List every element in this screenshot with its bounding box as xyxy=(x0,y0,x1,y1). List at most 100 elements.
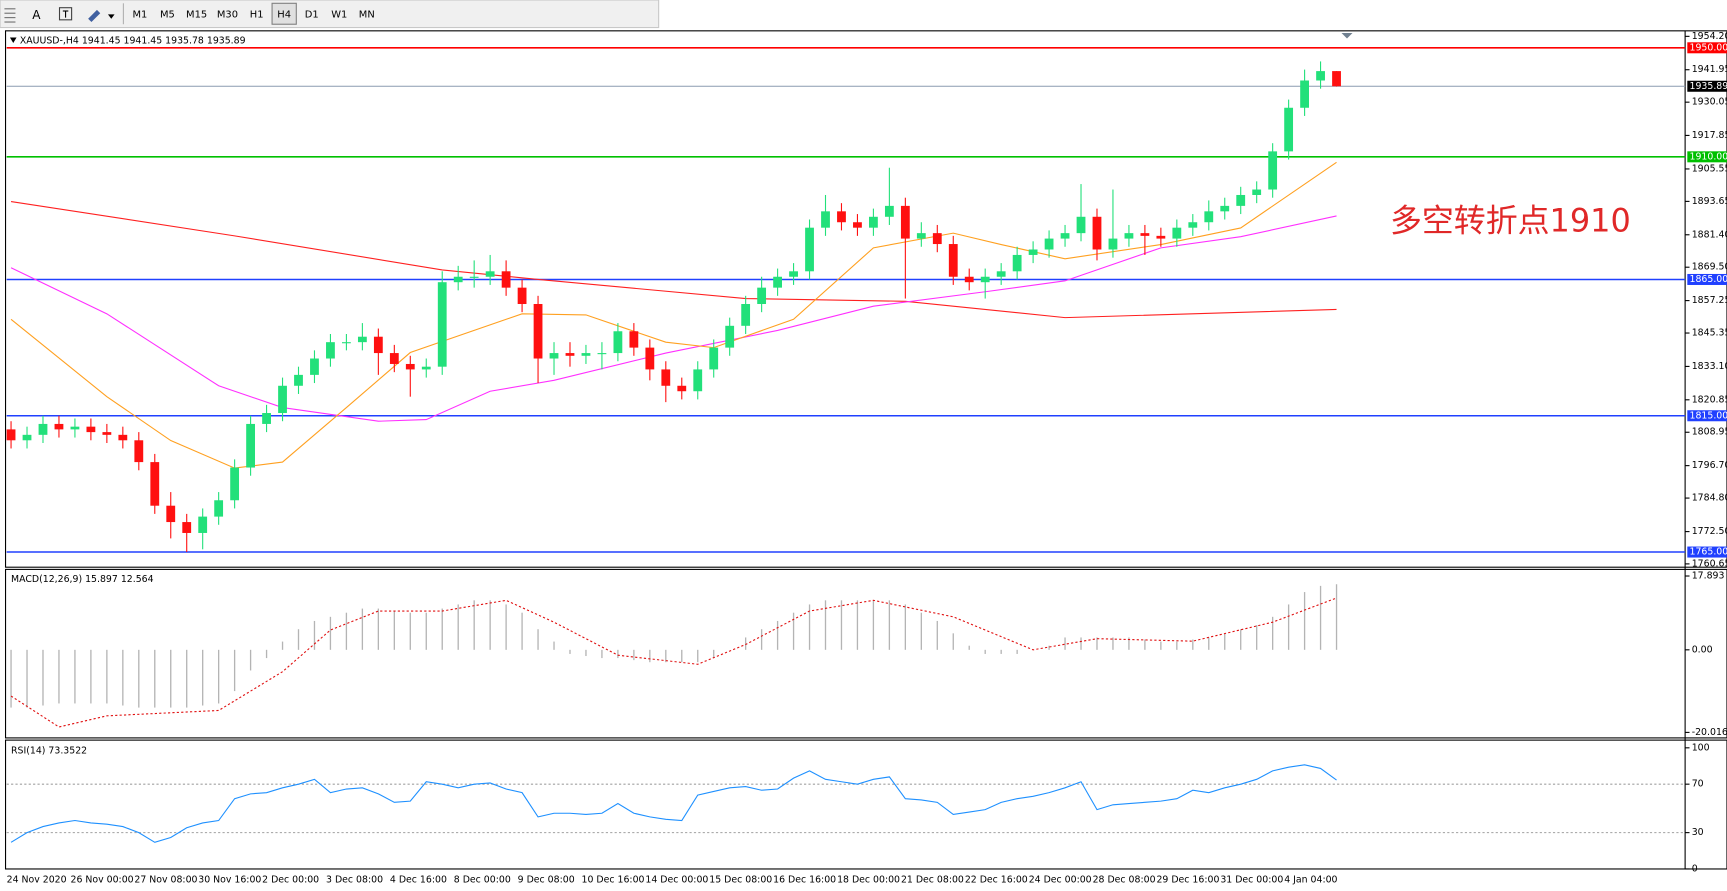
timeframe-label[interactable]: M1 xyxy=(132,9,147,20)
candle-body xyxy=(1172,227,1182,239)
candle-body xyxy=(1188,222,1198,228)
timeframe-label[interactable]: H1 xyxy=(250,9,264,20)
candle-body xyxy=(294,374,303,386)
timeframe-button[interactable]: H4 xyxy=(271,2,297,25)
candle-body xyxy=(1300,80,1309,108)
timeframe-label[interactable]: D1 xyxy=(305,9,319,20)
y-tick-label: 100 xyxy=(1692,742,1710,753)
candle-body xyxy=(437,282,447,367)
candle-body xyxy=(1092,216,1102,250)
level-badge xyxy=(1687,273,1727,285)
timeframe-button[interactable]: D1 xyxy=(305,9,319,20)
signal-line xyxy=(10,597,1337,728)
candle-body xyxy=(884,205,894,217)
candle-body xyxy=(22,434,32,441)
candle-body xyxy=(230,467,240,501)
x-tick-label: 27 Nov 08:00 xyxy=(134,874,197,885)
timeframe-group: M1 M5 M15 M30 H1 H4 D1 W1 MN xyxy=(132,2,375,25)
candle-body xyxy=(693,369,703,392)
level-badge xyxy=(1687,410,1727,422)
timeframe-label[interactable]: M5 xyxy=(160,9,175,20)
x-tick-label: 4 Jan 04:00 xyxy=(1284,874,1337,885)
x-tick-label: 2 Dec 00:00 xyxy=(262,874,319,885)
candle-body xyxy=(948,244,958,277)
candle-body xyxy=(54,423,64,430)
candle-body xyxy=(805,227,814,272)
candle-body xyxy=(853,222,862,228)
x-tick-label: 26 Nov 00:00 xyxy=(71,874,134,885)
timeframe-label[interactable]: M30 xyxy=(217,9,238,20)
candle-body xyxy=(517,287,527,305)
level-badge xyxy=(1687,546,1727,558)
y-tick-label: 1893.65 xyxy=(1692,196,1727,207)
candle-body xyxy=(549,353,559,359)
candle-body xyxy=(613,331,623,354)
x-tick-label: 16 Dec 16:00 xyxy=(773,874,836,885)
candle-body xyxy=(1268,151,1278,190)
timeframe-label[interactable]: M15 xyxy=(186,9,207,20)
candle-body xyxy=(6,429,16,441)
candle-body xyxy=(980,276,990,283)
level-label: 1815.00 xyxy=(1690,410,1727,421)
candle-body xyxy=(373,336,383,354)
candle-body xyxy=(166,505,176,523)
timeframe-button[interactable]: H1 xyxy=(250,9,264,20)
symbol-menu-arrow xyxy=(9,37,17,43)
annotation: 多空转折点1910 xyxy=(1390,201,1631,239)
timeframe-button[interactable]: M1 xyxy=(132,9,147,20)
candle-body xyxy=(900,205,910,239)
timeframe-label[interactable]: MN xyxy=(359,9,375,20)
candle-body xyxy=(214,500,224,517)
timeframe-button[interactable]: M5 xyxy=(160,9,175,20)
x-tick-label: 14 Dec 00:00 xyxy=(645,874,708,885)
candle-body xyxy=(1124,233,1134,239)
y-tick-label: 70 xyxy=(1692,779,1704,790)
y-tick-label: 17.893 xyxy=(1692,571,1725,582)
candle-body xyxy=(389,353,399,364)
y-tick-label: 1796.70 xyxy=(1692,460,1727,471)
candle-body xyxy=(677,385,687,392)
candle-body xyxy=(869,216,878,228)
candle-body xyxy=(1204,211,1214,223)
candle-body xyxy=(533,304,543,359)
timeframe-button[interactable]: MN xyxy=(359,9,375,20)
level-label: 1765.00 xyxy=(1690,547,1727,558)
candle-body xyxy=(405,363,415,370)
candle-body xyxy=(964,276,974,283)
toolbar xyxy=(0,0,660,29)
candle-body xyxy=(821,211,830,228)
candle-body xyxy=(278,385,287,414)
y-tick-label: 1808.95 xyxy=(1692,427,1727,438)
timeframe-label[interactable]: H4 xyxy=(277,9,291,20)
y-tick-label: 1954.20 xyxy=(1692,31,1727,42)
x-tick-label: 29 Dec 16:00 xyxy=(1156,874,1219,885)
candle-body xyxy=(645,347,655,370)
candle-body xyxy=(1076,216,1086,234)
candle-body xyxy=(916,233,926,239)
y-tick-label: 1917.85 xyxy=(1692,130,1727,141)
candle-body xyxy=(342,342,351,344)
y-tick-label: 1845.35 xyxy=(1692,328,1727,339)
x-tick-label: 9 Dec 08:00 xyxy=(518,874,575,885)
label-tool-button[interactable] xyxy=(58,7,73,21)
candle-body xyxy=(118,434,128,441)
chart-shift-marker xyxy=(1341,33,1353,39)
candle-body xyxy=(357,336,367,343)
y-tick-label: 1857.25 xyxy=(1692,295,1727,306)
timeframe-button[interactable]: M30 xyxy=(217,9,238,20)
timeframe-button[interactable]: M15 xyxy=(186,9,207,20)
x-tick-label: 8 Dec 00:00 xyxy=(454,874,511,885)
candle-body xyxy=(1044,238,1054,250)
shapes-tool-button[interactable] xyxy=(88,9,115,23)
candle-body xyxy=(1012,254,1022,272)
candle-body xyxy=(421,366,431,370)
candle-body xyxy=(1028,249,1038,255)
timeframe-label[interactable]: W1 xyxy=(331,9,347,20)
level-badge xyxy=(1687,80,1727,92)
text-tool-button[interactable]: A xyxy=(32,8,41,22)
candle-body xyxy=(661,369,671,386)
candle-body xyxy=(198,516,208,533)
timeframe-button[interactable]: W1 xyxy=(331,9,347,20)
